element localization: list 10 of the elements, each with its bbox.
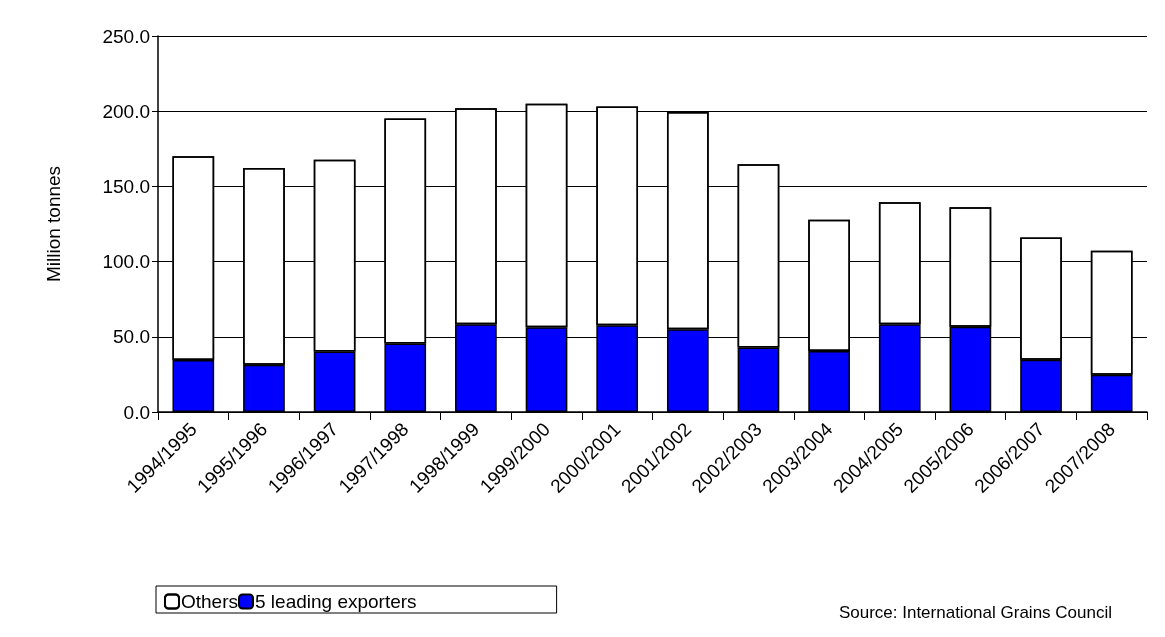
y-axis-title: Million tonnes — [43, 165, 64, 283]
y-tick-label: 200.0 — [102, 100, 150, 122]
y-tick-label: 100.0 — [102, 251, 150, 273]
y-tick-label: 50.0 — [113, 326, 150, 348]
source-note: Source: International Grains Council — [838, 603, 1113, 622]
legend-label: 5 leading exporters — [255, 591, 417, 612]
y-tick-label: 250.0 — [102, 25, 150, 47]
legend-label: Others — [181, 591, 239, 612]
y-tick-label: 0.0 — [123, 401, 150, 423]
y-tick-label: 150.0 — [102, 175, 150, 197]
